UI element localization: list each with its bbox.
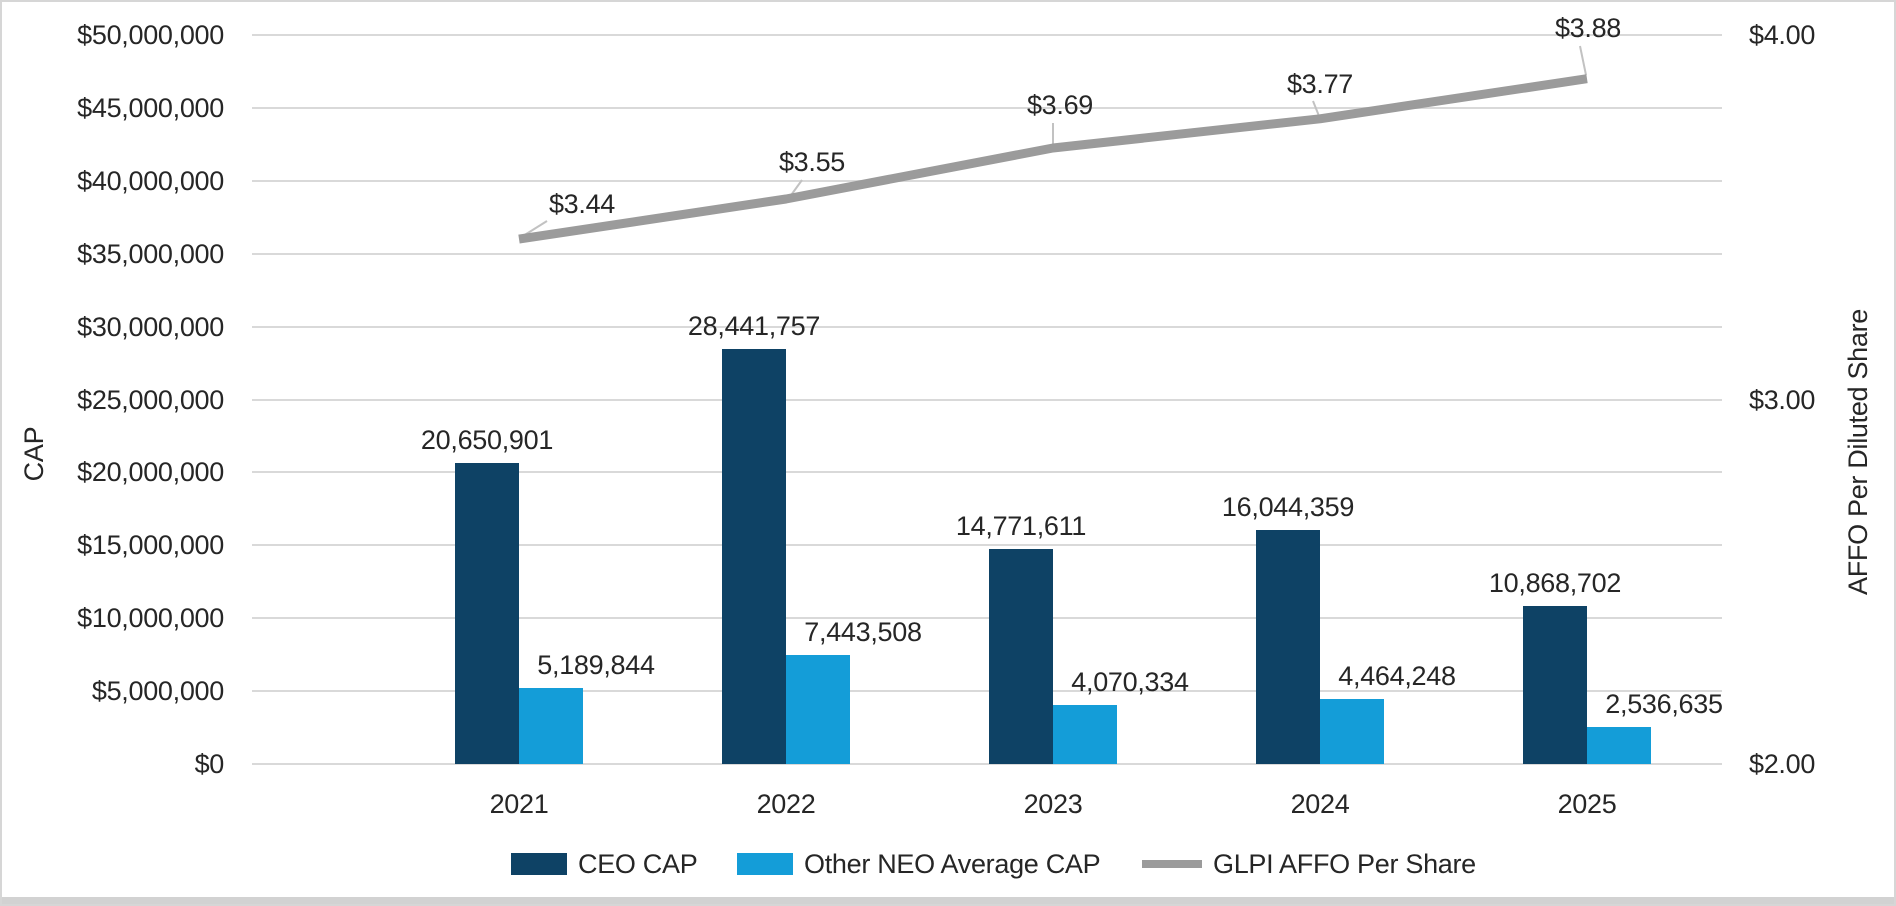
bar-other-neo-cap: [519, 688, 583, 764]
gridline: [252, 34, 1722, 36]
gridline: [252, 179, 1722, 182]
bar-value-label: 4,070,334: [1071, 666, 1189, 697]
left-axis-tick-label: $25,000,000: [77, 384, 224, 415]
bar-ceo-cap: [1523, 605, 1587, 764]
gridline: [252, 544, 1722, 547]
bar-ceo-cap: [722, 349, 786, 764]
line-point-label: $3.77: [1286, 69, 1354, 99]
left-axis-tick-label: $0: [194, 749, 225, 779]
legend-label: CEO CAP: [578, 849, 698, 879]
bar-ceo-cap: [1256, 530, 1320, 764]
line-point-label: $3.88: [1554, 13, 1622, 43]
bar-value-label: 14,771,611: [955, 510, 1087, 541]
x-axis-category-label: 2023: [1023, 789, 1083, 819]
bar-value-label: 4,464,248: [1338, 660, 1456, 691]
left-axis-tick-label: $35,000,000: [77, 238, 224, 269]
bar-other-neo-cap: [1053, 704, 1117, 764]
gridline: [252, 325, 1722, 328]
right-axis-tick-label: $4.00: [1749, 20, 1816, 50]
left-axis-tick-label: $5,000,000: [91, 676, 224, 707]
left-axis-tick-label: $15,000,000: [77, 530, 224, 561]
line-point-label: $3.69: [1026, 90, 1094, 120]
left-axis-tick-label: $50,000,000: [77, 20, 224, 50]
left-axis-tick-label: $40,000,000: [77, 165, 224, 196]
legend-label: Other NEO Average CAP: [804, 849, 1101, 879]
x-axis-category-label: 2025: [1557, 789, 1617, 819]
bar-other-neo-cap: [1587, 727, 1651, 764]
x-axis-category-label: 2021: [489, 789, 549, 819]
gridline: [252, 106, 1722, 109]
bar-value-label: 5,189,844: [537, 650, 655, 681]
x-axis-category-label: 2022: [756, 789, 816, 819]
gridline: [252, 690, 1722, 693]
line-point-label: $3.44: [548, 189, 616, 219]
legend-item: Other NEO Average CAP: [737, 849, 1101, 879]
gridline: [252, 471, 1722, 474]
bar-ceo-cap: [989, 548, 1053, 764]
bar-value-label: 2,536,635: [1605, 689, 1723, 720]
line-point-label: $3.55: [778, 147, 846, 177]
bar-value-label: 16,044,359: [1221, 492, 1355, 523]
left-axis-tick-label: $30,000,000: [77, 311, 224, 342]
right-axis-title: AFFO Per Diluted Share: [1843, 308, 1873, 596]
gridline: [252, 398, 1722, 401]
legend-item: GLPI AFFO Per Share: [1142, 850, 1476, 878]
right-axis-tick-label: $3.00: [1749, 384, 1816, 415]
gridline: [252, 617, 1722, 620]
bar-value-label: 10,868,702: [1488, 567, 1622, 598]
right-axis-tick-label: $2.00: [1749, 749, 1816, 779]
legend-swatch-bar: [737, 853, 793, 875]
legend-swatch-bar: [511, 853, 567, 875]
gridline: [252, 252, 1722, 255]
left-axis-tick-label: $20,000,000: [77, 457, 224, 488]
x-axis-category-label: 2024: [1290, 789, 1350, 819]
bar-other-neo-cap: [786, 655, 850, 764]
left-axis-tick-label: $10,000,000: [77, 603, 224, 634]
legend-item: CEO CAP: [511, 849, 698, 879]
bar-ceo-cap: [455, 462, 519, 764]
bar-value-label: 28,441,757: [687, 311, 821, 342]
legend-swatch-line: [1142, 860, 1202, 868]
legend: CEO CAP Other NEO Average CAP GLPI AFFO Pe…: [2, 850, 1894, 878]
left-axis-tick-label: $45,000,000: [77, 92, 224, 123]
bar-value-label: 20,650,901: [420, 424, 554, 455]
legend-label: GLPI AFFO Per Share: [1213, 849, 1476, 879]
bar-value-label: 7,443,508: [804, 617, 922, 648]
bar-other-neo-cap: [1320, 698, 1384, 764]
bottom-edge-strip: [2, 897, 1894, 904]
gridline: [252, 763, 1722, 765]
